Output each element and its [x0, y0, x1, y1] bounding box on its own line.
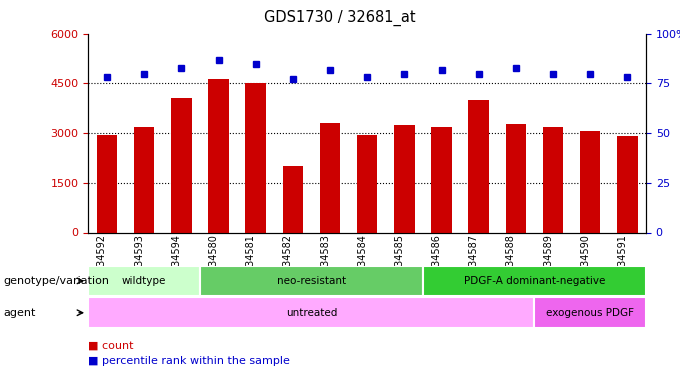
Bar [283, 166, 303, 232]
Bar [543, 127, 563, 232]
Bar [134, 126, 154, 232]
Text: exogenous PDGF: exogenous PDGF [546, 308, 634, 318]
Text: genotype/variation: genotype/variation [3, 276, 109, 286]
Bar [88, 266, 200, 296]
Bar [357, 135, 377, 232]
Bar [97, 135, 117, 232]
Bar [88, 297, 534, 328]
Text: untreated: untreated [286, 308, 337, 318]
Bar [431, 127, 452, 232]
Bar [394, 125, 415, 232]
Bar [580, 132, 600, 232]
Bar [171, 98, 192, 232]
Bar [506, 124, 526, 232]
Text: ■ percentile rank within the sample: ■ percentile rank within the sample [88, 356, 290, 366]
Bar [320, 123, 340, 232]
Text: PDGF-A dominant-negative: PDGF-A dominant-negative [464, 276, 605, 286]
Bar [469, 100, 489, 232]
Bar [245, 84, 266, 232]
Bar [423, 266, 646, 296]
Bar [534, 297, 646, 328]
Text: ■ count: ■ count [88, 340, 134, 351]
Bar [617, 136, 638, 232]
Text: neo-resistant: neo-resistant [277, 276, 346, 286]
Bar [200, 266, 423, 296]
Bar [208, 80, 228, 232]
Text: GDS1730 / 32681_at: GDS1730 / 32681_at [265, 9, 415, 26]
Text: wildtype: wildtype [122, 276, 167, 286]
Text: agent: agent [3, 308, 36, 318]
